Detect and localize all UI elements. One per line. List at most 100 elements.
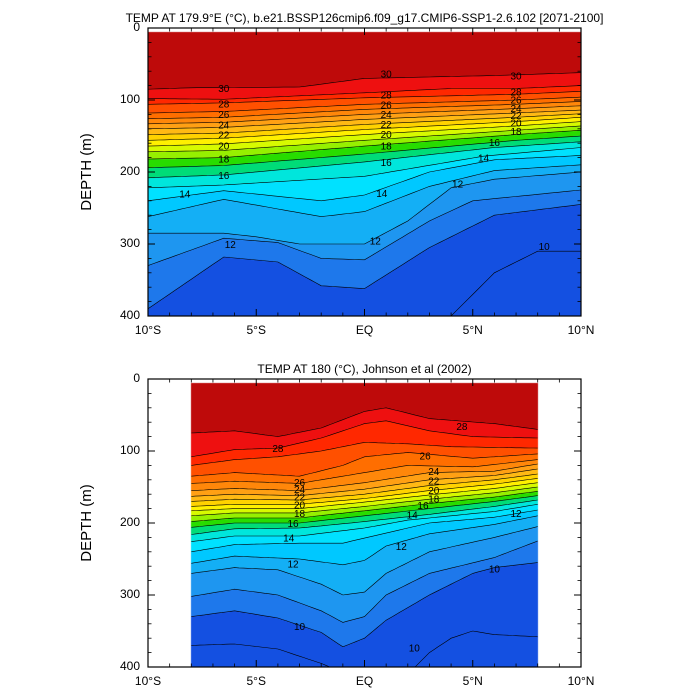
isotherm-15 <box>148 147 581 189</box>
x-tick-label: 5°N <box>463 674 483 688</box>
contour-lines-1 <box>148 72 581 316</box>
contour-label: 26 <box>294 478 306 489</box>
y-tick-label: 300 <box>120 236 140 250</box>
contour-label: 30 <box>510 72 522 83</box>
contour-label: 14 <box>283 533 295 544</box>
contour-label: 20 <box>428 486 440 497</box>
chart-title-2: TEMP AT 180 (°C), Johnson et al (2002) <box>257 362 471 376</box>
contour-label: 10 <box>539 242 551 253</box>
y-tick-label: 200 <box>120 515 140 529</box>
isotherm-24 <box>191 463 538 491</box>
isotherm-18 <box>191 491 538 522</box>
isotherm-12 <box>191 526 538 596</box>
isotherm-24 <box>148 105 581 125</box>
isotherm-28 <box>148 85 581 100</box>
contour-label: 18 <box>381 141 393 152</box>
contour-label: 14 <box>478 154 490 165</box>
isotherm-19 <box>191 486 538 517</box>
isotherm-13 <box>148 164 581 217</box>
contour-label: 10 <box>294 622 306 633</box>
contour-label: 28 <box>381 90 393 101</box>
x-tick-label: 10°S <box>135 323 161 337</box>
y-tick-label: 100 <box>120 92 140 106</box>
isotherm-17 <box>191 495 538 528</box>
contour-label: 24 <box>218 121 230 132</box>
y-tick-label: 100 <box>120 443 140 457</box>
isotherm-12 <box>148 171 581 245</box>
contour-label: 22 <box>381 120 393 131</box>
x-tick-label: 10°S <box>135 674 161 688</box>
contour-label: 24 <box>510 104 522 115</box>
contour-label: 22 <box>294 492 306 503</box>
isotherm-13 <box>191 515 538 566</box>
isotherm-10 <box>191 562 538 648</box>
contour-label: 22 <box>510 111 522 122</box>
contour-label: 22 <box>218 131 230 142</box>
contour-label: 16 <box>218 171 230 182</box>
contour-label: 16 <box>489 138 501 149</box>
contour-label: 14 <box>376 189 388 200</box>
contour-label: 16 <box>381 158 393 169</box>
contour-label: 16 <box>417 501 429 512</box>
isotherm-26 <box>148 96 581 114</box>
contour-label: 16 <box>287 519 299 530</box>
y-tick-label: 200 <box>120 164 140 178</box>
contour-label: 28 <box>218 100 230 111</box>
contour-label: 18 <box>428 495 440 506</box>
isotherm-25 <box>148 101 581 119</box>
isotherm-20 <box>191 482 538 512</box>
isotherm-28 <box>191 420 538 458</box>
isotherm-22 <box>148 113 581 135</box>
isotherm-20 <box>148 121 581 147</box>
y-tick-label: 0 <box>133 20 140 34</box>
contour-label: 20 <box>294 500 306 511</box>
isotherm-27 <box>191 442 538 466</box>
isotherm-19 <box>148 125 581 153</box>
isotherm-14 <box>148 155 581 202</box>
contour-label: 18 <box>510 127 522 138</box>
x-tick-label: 5°N <box>463 323 483 337</box>
y-tick-label: 0 <box>133 371 140 385</box>
isotherm-22 <box>191 473 538 502</box>
contour-label: 26 <box>381 100 393 111</box>
contour-label: 12 <box>370 236 382 247</box>
contour-label: 14 <box>407 510 419 521</box>
isotherm-9 <box>191 630 538 667</box>
isotherm-23 <box>191 468 538 497</box>
isotherm-21 <box>191 478 538 507</box>
contour-label: 18 <box>294 509 306 520</box>
x-tick-label: 5°S <box>247 674 266 688</box>
contour-label: 12 <box>225 240 237 251</box>
contour-label: 22 <box>428 477 440 488</box>
contour-label: 26 <box>218 110 230 121</box>
y-tick-label: 400 <box>120 308 140 322</box>
isotherm-23 <box>148 109 581 130</box>
contour-label: 12 <box>510 509 522 520</box>
contour-label: 18 <box>218 154 230 165</box>
isotherm-10 <box>148 204 581 310</box>
y-tick-label: 400 <box>120 659 140 673</box>
contour-label: 26 <box>420 451 432 462</box>
isotherm-27 <box>148 91 581 105</box>
isotherm-16 <box>148 141 581 179</box>
contour-label: 14 <box>179 190 191 201</box>
x-tick-label: EQ <box>356 674 373 688</box>
contour-label: 20 <box>510 118 522 129</box>
x-tick-label: 5°S <box>247 323 266 337</box>
contour-label: 12 <box>452 180 464 191</box>
isotherm-15 <box>191 504 538 542</box>
isotherm-21 <box>148 117 581 141</box>
isotherm-18 <box>148 129 581 160</box>
contour-label: 28 <box>456 422 468 433</box>
contour-label: 28 <box>272 444 284 455</box>
isotherm-16 <box>191 499 538 535</box>
contour-label: 26 <box>510 95 522 106</box>
isotherm-9 <box>450 250 581 316</box>
contour-label: 30 <box>218 84 230 95</box>
contour-label: 12 <box>287 559 299 570</box>
contour-lines-2 <box>191 407 538 667</box>
x-tick-label: 10°N <box>568 674 595 688</box>
contour-label: 24 <box>381 110 393 121</box>
contour-label: 28 <box>510 87 522 98</box>
